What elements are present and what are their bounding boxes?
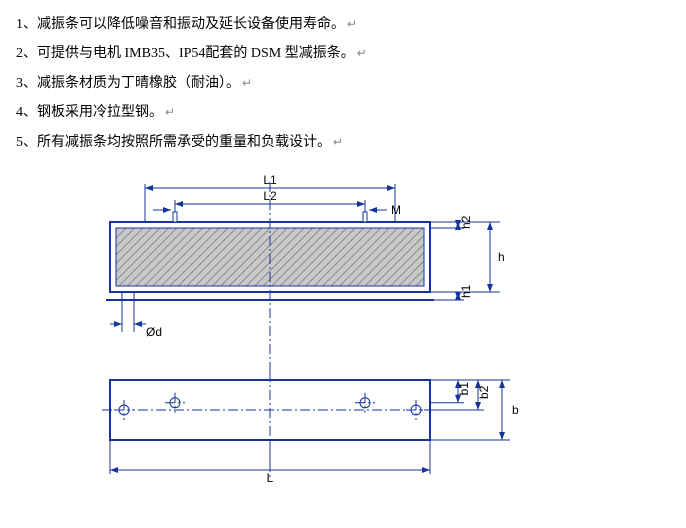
svg-text:h: h [498, 250, 505, 264]
technical-diagram: L1 L2 M Ød h2 h h1 Lb1 b2 b [90, 170, 610, 520]
svg-text:Ød: Ød [146, 325, 162, 339]
svg-text:h2: h2 [459, 215, 473, 229]
svg-text:b1: b1 [457, 382, 471, 396]
svg-text:b: b [512, 403, 519, 417]
svg-text:L: L [267, 471, 274, 485]
svg-text:h1: h1 [459, 284, 473, 298]
return-marker: ↵ [242, 76, 252, 90]
svg-text:L1: L1 [263, 173, 277, 187]
list-item-2: 2、可提供与电机 IMB35、IP54配套的 DSM 型减振条。↵ [16, 39, 670, 68]
li3-text: 3、减振条材质为丁晴橡胶（耐油）。 [16, 76, 240, 91]
list-item-1: 1、减振条可以降低噪音和振动及延长设备使用寿命。↵ [16, 10, 670, 39]
li5-text: 5、所有减振条均按照所需承受的重量和负载设计。 [16, 135, 331, 150]
li4-text: 4、钢板采用冷拉型钢。 [16, 105, 163, 120]
li1-text: 1、减振条可以降低噪音和振动及延长设备使用寿命。 [16, 17, 345, 32]
svg-text:b2: b2 [477, 385, 491, 399]
return-marker: ↵ [347, 17, 357, 31]
list-item-5: 5、所有减振条均按照所需承受的重量和负载设计。↵ [16, 128, 670, 157]
list-item-3: 3、减振条材质为丁晴橡胶（耐油）。↵ [16, 69, 670, 98]
li2-text: 2、可提供与电机 IMB35、IP54配套的 DSM 型减振条。 [16, 46, 355, 61]
svg-text:L2: L2 [263, 189, 277, 203]
return-marker: ↵ [333, 135, 343, 149]
return-marker: ↵ [357, 46, 367, 60]
return-marker: ↵ [165, 105, 175, 119]
svg-text:M: M [391, 203, 401, 217]
list-item-4: 4、钢板采用冷拉型钢。↵ [16, 98, 670, 127]
